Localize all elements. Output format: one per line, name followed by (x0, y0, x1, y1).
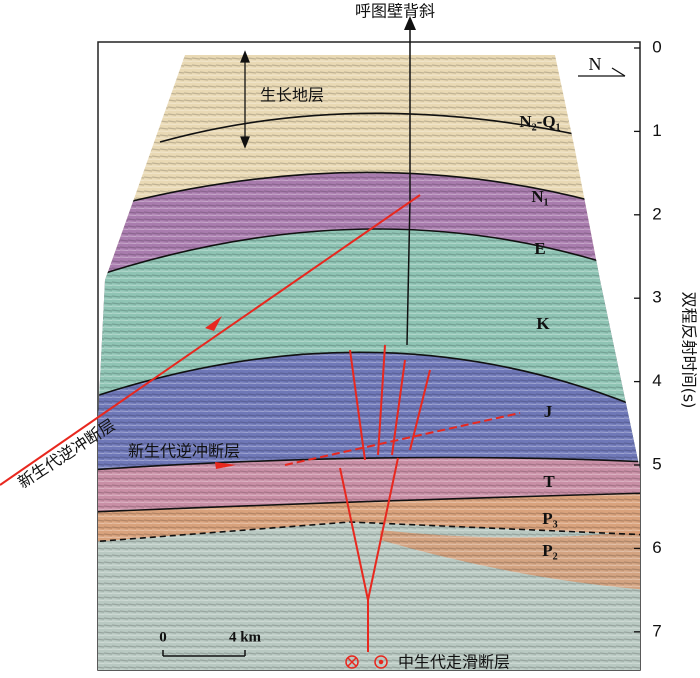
layer-label: T (543, 472, 555, 491)
layer-label: J (544, 402, 553, 421)
layers (98, 55, 640, 670)
tick-label: 5 (652, 454, 661, 473)
fault-arrow (205, 316, 222, 331)
tick-label: 1 (652, 121, 661, 140)
anticline-title: 呼图壁背斜 (355, 2, 435, 21)
layer-label: P₃ (542, 509, 557, 528)
layer-label: K (536, 314, 550, 333)
layer-label: N₂-Q₁ (519, 112, 560, 131)
north-label: N (589, 54, 602, 74)
fault-label: 中生代走滑断层 (398, 653, 510, 672)
tick-label: 4 (652, 371, 661, 390)
layer-label: N₁ (531, 187, 548, 206)
scale-start: 0 (159, 629, 167, 645)
scale-bar (162, 650, 246, 657)
axis-label: 双程反射时间(s) (680, 292, 699, 409)
tick-label: 2 (652, 204, 661, 223)
fault-arrow (215, 462, 236, 469)
tick-label: 6 (652, 538, 661, 557)
faults (0, 194, 521, 652)
strike-slip-symbols (345, 655, 388, 669)
north-arrow (578, 67, 626, 77)
reflections (98, 55, 640, 670)
well (404, 16, 416, 346)
growth-arrow (240, 50, 250, 149)
scale-end: 4 km (229, 629, 262, 645)
growth-label: 生长地层 (260, 86, 324, 105)
layer-label: E (534, 239, 545, 258)
layer-label: P₂ (542, 541, 557, 560)
tick-label: 7 (652, 621, 661, 640)
tick-label: 3 (652, 288, 661, 307)
tick-label: 0 (652, 37, 661, 56)
fault-label: 新生代逆冲断层 (128, 442, 240, 461)
